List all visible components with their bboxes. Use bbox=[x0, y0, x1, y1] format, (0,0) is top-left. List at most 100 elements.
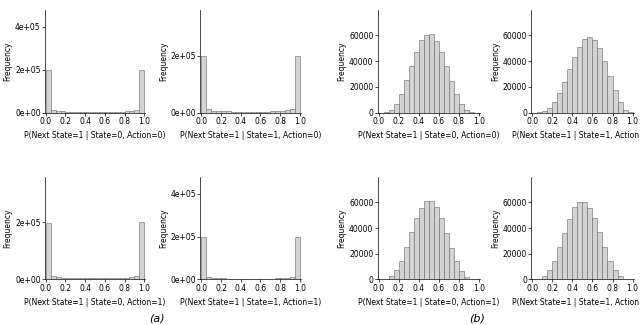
Bar bbox=[280, 278, 285, 280]
Bar bbox=[206, 109, 211, 113]
Bar bbox=[80, 112, 85, 113]
Bar bbox=[95, 112, 100, 113]
Bar bbox=[552, 102, 557, 113]
Bar bbox=[61, 278, 65, 280]
Bar bbox=[46, 223, 51, 280]
Bar bbox=[226, 279, 231, 280]
Bar bbox=[623, 110, 628, 113]
Bar bbox=[394, 104, 399, 113]
Bar bbox=[602, 61, 607, 113]
Bar bbox=[388, 276, 394, 280]
Bar bbox=[557, 93, 563, 113]
Bar bbox=[56, 277, 61, 279]
X-axis label: P(Next State=1 | State=0, Action=0): P(Next State=1 | State=0, Action=0) bbox=[24, 131, 166, 140]
Y-axis label: Frequency: Frequency bbox=[159, 208, 168, 248]
Bar bbox=[275, 279, 280, 280]
Y-axis label: Frequency: Frequency bbox=[337, 42, 346, 81]
Bar bbox=[593, 40, 598, 113]
Bar bbox=[409, 232, 413, 280]
Bar bbox=[285, 278, 290, 280]
Bar bbox=[618, 276, 623, 280]
Bar bbox=[388, 110, 394, 113]
Bar bbox=[424, 35, 429, 113]
Bar bbox=[383, 112, 388, 113]
Bar bbox=[413, 218, 419, 280]
Bar bbox=[125, 111, 129, 113]
Bar bbox=[65, 111, 70, 113]
Bar bbox=[612, 90, 618, 113]
Bar bbox=[51, 276, 56, 280]
Bar bbox=[409, 66, 413, 113]
Bar bbox=[221, 279, 226, 280]
Bar bbox=[231, 279, 236, 280]
Bar bbox=[270, 279, 275, 280]
Bar bbox=[588, 208, 593, 280]
Bar bbox=[582, 202, 588, 280]
Bar bbox=[275, 111, 280, 113]
Bar bbox=[607, 76, 612, 113]
Bar bbox=[236, 279, 241, 280]
Bar bbox=[623, 279, 628, 280]
Bar bbox=[85, 112, 90, 113]
Bar bbox=[434, 207, 439, 280]
Bar bbox=[246, 279, 251, 280]
Bar bbox=[295, 56, 300, 113]
Bar bbox=[260, 279, 266, 280]
Bar bbox=[129, 277, 134, 279]
Bar bbox=[241, 279, 246, 280]
Bar bbox=[413, 52, 419, 113]
Bar bbox=[469, 112, 474, 113]
Bar bbox=[419, 208, 424, 280]
Y-axis label: Frequency: Frequency bbox=[3, 208, 12, 248]
Bar bbox=[285, 111, 290, 113]
Bar bbox=[547, 108, 552, 113]
X-axis label: P(Next State=1 | State=0, Action=0): P(Next State=1 | State=0, Action=0) bbox=[358, 131, 500, 140]
Bar bbox=[105, 112, 109, 113]
Bar bbox=[115, 112, 120, 113]
Bar bbox=[542, 111, 547, 113]
Bar bbox=[266, 111, 270, 113]
Bar bbox=[563, 233, 567, 280]
Bar bbox=[290, 277, 295, 280]
Bar bbox=[120, 111, 125, 113]
Bar bbox=[140, 70, 144, 113]
Bar bbox=[449, 81, 454, 113]
Y-axis label: Frequency: Frequency bbox=[3, 42, 12, 81]
Bar bbox=[270, 111, 275, 113]
Bar bbox=[51, 110, 56, 113]
Bar bbox=[56, 111, 61, 113]
Bar bbox=[557, 247, 563, 280]
Bar bbox=[588, 37, 593, 113]
Bar bbox=[85, 279, 90, 280]
Bar bbox=[134, 110, 140, 113]
Bar bbox=[404, 247, 409, 280]
X-axis label: P(Next State=1 | State=1, Action=1): P(Next State=1 | State=1, Action=1) bbox=[512, 298, 640, 307]
Bar bbox=[449, 248, 454, 280]
Bar bbox=[602, 247, 607, 280]
X-axis label: P(Next State=1 | State=0, Action=1): P(Next State=1 | State=0, Action=1) bbox=[358, 298, 499, 307]
Bar bbox=[454, 94, 459, 113]
X-axis label: P(Next State=1 | State=1, Action=0): P(Next State=1 | State=1, Action=0) bbox=[180, 131, 321, 140]
Bar bbox=[95, 279, 100, 280]
Bar bbox=[577, 202, 582, 280]
Bar bbox=[537, 279, 542, 280]
Bar bbox=[231, 111, 236, 113]
Bar bbox=[399, 94, 404, 113]
Bar bbox=[459, 104, 464, 113]
Bar bbox=[226, 111, 231, 113]
Text: (a): (a) bbox=[149, 314, 164, 324]
Bar bbox=[109, 278, 115, 280]
Bar bbox=[202, 237, 206, 280]
Bar bbox=[251, 112, 255, 113]
Bar bbox=[567, 69, 572, 113]
Bar bbox=[572, 57, 577, 113]
Bar bbox=[236, 111, 241, 113]
Bar bbox=[129, 111, 134, 113]
Bar bbox=[46, 70, 51, 113]
Bar bbox=[115, 278, 120, 280]
Bar bbox=[100, 112, 105, 113]
Bar bbox=[429, 34, 434, 113]
Bar bbox=[105, 279, 109, 280]
Bar bbox=[295, 237, 300, 280]
Bar bbox=[109, 112, 115, 113]
